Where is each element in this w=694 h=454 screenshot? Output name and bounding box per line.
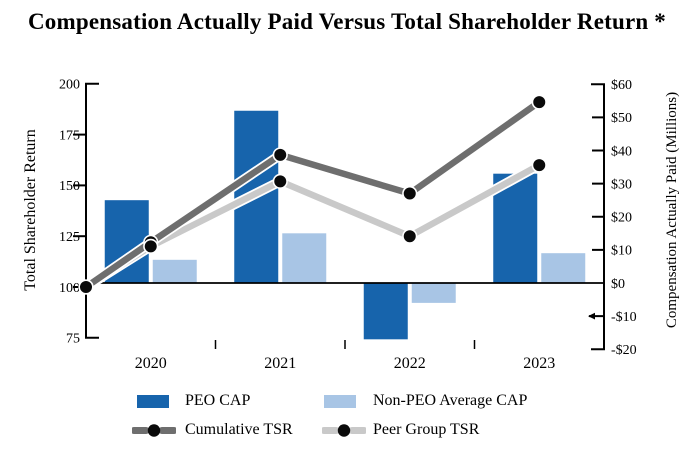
- left-axis-title: Total Shareholder Return: [22, 129, 39, 291]
- left-axis-tick-label-125: 125: [59, 230, 80, 245]
- bar-non-peo-average-cap-2022: [411, 283, 456, 303]
- left-axis-tick-label-175: 175: [59, 128, 80, 143]
- non-peo-average-cap-swatch: [324, 394, 356, 408]
- bar-non-peo-average-cap-2020: [152, 259, 197, 283]
- left-axis-tick-label-100: 100: [59, 281, 80, 296]
- chart-legend: PEO CAP Non-PEO Average CAP Cumulative T…: [0, 388, 694, 452]
- right-axis-tick-arrowhead: [588, 312, 595, 320]
- legend-label-cumulative-tsr: Cumulative TSR: [185, 421, 293, 438]
- right-axis-tick-label-0: $0: [611, 277, 625, 292]
- legend-item-cumulative-tsr: Cumulative TSR: [132, 421, 293, 439]
- right-axis-tick-label-40: $40: [611, 144, 632, 159]
- marker-cumulative-tsr-2023: [531, 94, 547, 110]
- legend-label-peer-group-tsr: Peer Group TSR: [373, 421, 480, 438]
- x-axis-label-2022: 2022: [394, 355, 426, 372]
- x-axis-label-2023: 2023: [523, 355, 555, 372]
- left-axis-tick-label-75: 75: [66, 332, 80, 347]
- right-axis-tick-label-30: $30: [611, 177, 632, 192]
- marker-peer-group-tsr-start: [78, 279, 94, 295]
- left-axis-tick-label-150: 150: [59, 179, 80, 194]
- right-axis-tick-label--10: -$10: [611, 310, 637, 325]
- marker-peer-group-tsr-2022: [402, 228, 418, 244]
- legend-label-peo-cap: PEO CAP: [185, 392, 251, 409]
- marker-peer-group-tsr-2020: [143, 238, 159, 254]
- right-axis-title: Compensation Actually Paid (Millions): [664, 92, 680, 328]
- combo-chart: 200 175 150 125 100 75 $60 $50 $40 $30 $20 $10 $0 -$1…: [22, 78, 680, 372]
- peer-group-tsr-swatch: [322, 423, 366, 437]
- bar-non-peo-average-cap-2023: [541, 253, 586, 283]
- left-axis-line: [85, 82, 99, 339]
- right-axis-tick-label-60: $60: [611, 78, 632, 93]
- legend-item-peer-group-tsr: Peer Group TSR: [322, 421, 479, 439]
- bar-peo-cap-2022: [363, 283, 408, 340]
- marker-peer-group-tsr-2023: [531, 157, 547, 173]
- bar-non-peo-average-cap-2021: [282, 233, 327, 283]
- marker-cumulative-tsr-2022: [402, 185, 418, 202]
- x-axis-label-2020: 2020: [135, 355, 167, 372]
- x-axis-label-2021: 2021: [264, 355, 296, 372]
- left-axis-tick-label-200: 200: [59, 78, 80, 93]
- legend-item-non-peo-average-cap: Non-PEO Average CAP: [324, 392, 527, 410]
- marker-peer-group-tsr-2021: [272, 173, 288, 189]
- right-axis-tick-label-10: $10: [611, 244, 632, 259]
- marker-cumulative-tsr-2021: [272, 147, 288, 163]
- peo-cap-swatch: [137, 394, 169, 408]
- right-axis-tick-label-20: $20: [611, 211, 632, 226]
- chart-title: Compensation Actually Paid Versus Total …: [28, 9, 666, 34]
- right-axis-tick-label--20: -$20: [611, 343, 637, 358]
- legend-item-peo-cap: PEO CAP: [137, 392, 250, 410]
- cumulative-tsr-swatch: [132, 423, 176, 437]
- legend-label-non-peo-average-cap: Non-PEO Average CAP: [373, 392, 528, 409]
- right-axis-tick-label-50: $50: [611, 111, 632, 126]
